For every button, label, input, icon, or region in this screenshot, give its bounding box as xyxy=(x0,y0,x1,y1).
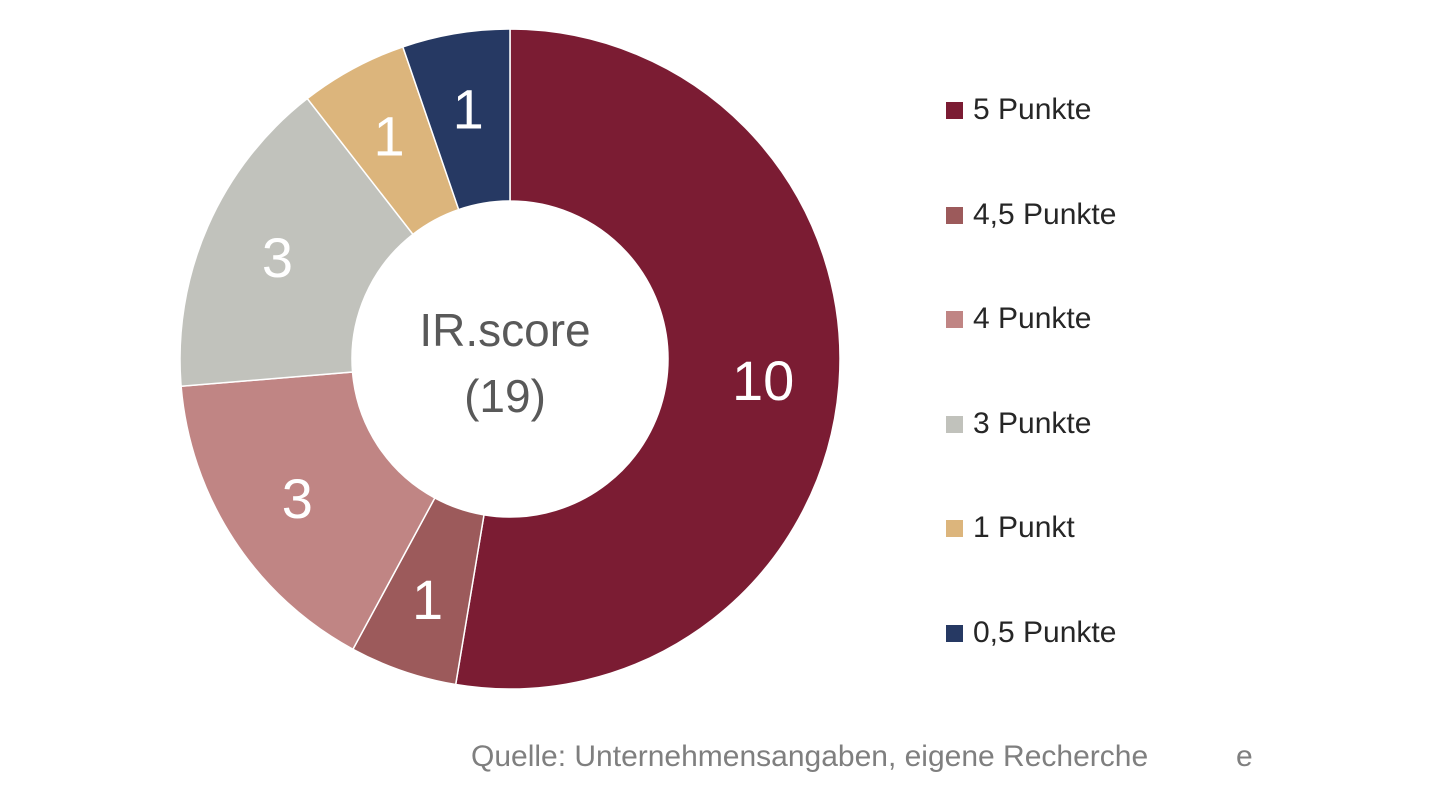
slice-value-label-4-punkte: 3 xyxy=(282,467,313,530)
legend-label: 3 Punkte xyxy=(973,406,1092,440)
legend-swatch xyxy=(946,311,963,328)
slice-value-label-3-punkte: 3 xyxy=(262,226,293,289)
legend-item-3-punkte: 3 Punkte xyxy=(946,402,1366,507)
legend-swatch xyxy=(946,520,963,537)
legend-swatch xyxy=(946,206,963,224)
legend-label: 4,5 Punkte xyxy=(973,197,1117,231)
donut-slices xyxy=(179,28,841,690)
legend-item-4-punkte: 4 Punkte xyxy=(946,297,1366,402)
chart-legend: 5 Punkte 4,5 Punkte 4 Punkte 3 Punkte 1 Punk… xyxy=(946,88,1366,715)
legend-label: 4 Punkte xyxy=(973,302,1092,335)
slice-value-label-0-5-punkte: 1 xyxy=(453,77,484,140)
legend-item-0-5-punkte: 0,5 Punkte xyxy=(946,611,1366,716)
slice-5-punkte xyxy=(454,28,841,690)
legend-item-1-punkt: 1 Punkt xyxy=(946,506,1366,611)
source-suffix: e xyxy=(1236,740,1253,773)
slice-0-5-punkte xyxy=(401,28,511,211)
legend-swatch xyxy=(946,102,963,119)
legend-swatch xyxy=(946,624,963,642)
slice-value-label-4-5-punkte: 1 xyxy=(412,568,443,631)
source-note: Quelle: Unternehmensangaben, eigene Rech… xyxy=(471,740,1149,773)
legend-label: 0,5 Punkte xyxy=(973,615,1117,649)
center-title: IR.score xyxy=(419,304,590,356)
slice-value-label-5-punkte: 10 xyxy=(732,349,794,412)
center-count: (19) xyxy=(464,370,546,422)
slice-4-punkte xyxy=(180,371,436,651)
legend-item-5-punkte: 5 Punkte xyxy=(946,88,1366,193)
slice-3-punkte xyxy=(179,97,415,388)
slice-value-label-1-punkt: 1 xyxy=(374,105,405,168)
legend-label: 5 Punkte xyxy=(973,93,1092,126)
legend-label: 1 Punkt xyxy=(973,511,1075,544)
legend-item-4-5-punkte: 4,5 Punkte xyxy=(946,193,1366,298)
legend-swatch xyxy=(946,415,963,433)
